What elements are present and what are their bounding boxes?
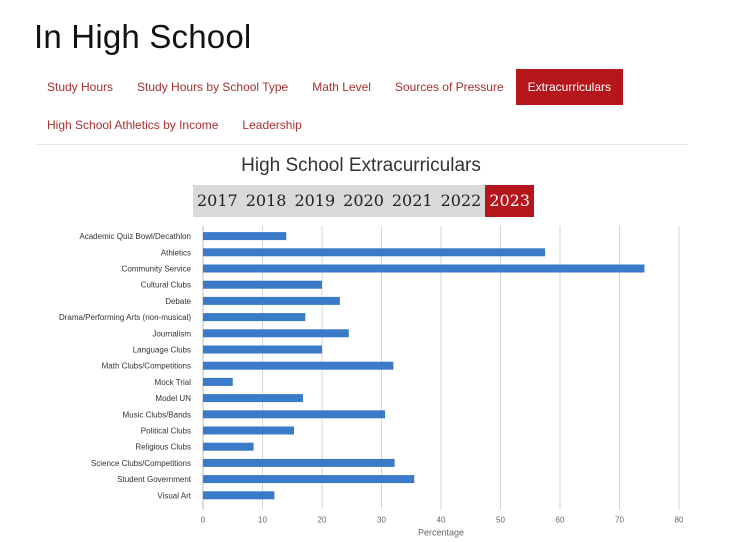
bar <box>203 442 254 451</box>
bar <box>203 361 394 370</box>
page-title: In High School <box>34 18 252 55</box>
tab-extracurriculars[interactable]: Extracurriculars <box>515 69 624 105</box>
bar <box>203 280 322 289</box>
bar-chart: 0 10 20 30 40 50 60 70 80 Academic Quiz Bowl/Deca… <box>59 226 684 537</box>
bar <box>203 248 546 257</box>
category-label: Community Service <box>122 265 192 274</box>
bar <box>203 232 287 241</box>
chart-title: High School Extracurriculars <box>241 155 481 176</box>
x-axis-title: Percentage <box>418 527 464 537</box>
bar <box>203 377 233 386</box>
x-tick-label: 40 <box>437 515 446 524</box>
year-selector: 2017 2018 2019 2020 2021 2022 2023 <box>193 185 535 217</box>
category-label: Model UN <box>155 394 191 403</box>
bar <box>203 426 295 435</box>
x-tick-label: 60 <box>556 515 565 524</box>
category-label: Journalism <box>152 329 191 338</box>
x-tick-label: 70 <box>615 515 624 524</box>
tab-row-2: High School Athletics by Income Leadersh… <box>35 107 685 143</box>
year-2022[interactable]: 2022 <box>440 191 482 210</box>
tab-bar: Study Hours Study Hours by School Type M… <box>35 69 685 143</box>
bar <box>203 345 322 354</box>
category-label: Drama/Performing Arts (non-musical) <box>59 313 191 322</box>
category-label: Music Clubs/Bands <box>123 410 191 419</box>
category-label: Student Government <box>117 475 192 484</box>
chart-panel: High School Extracurriculars 2017 2018 2… <box>35 146 687 542</box>
bar <box>203 394 303 403</box>
x-tick-label: 10 <box>258 515 267 524</box>
tab-study-hours[interactable]: Study Hours <box>47 80 114 94</box>
category-label: Debate <box>165 297 191 306</box>
bar <box>203 475 415 484</box>
category-label: Athletics <box>161 248 191 257</box>
year-2017[interactable]: 2017 <box>197 191 238 210</box>
x-tick-label: 30 <box>377 515 386 524</box>
category-label: Academic Quiz Bowl/Decathlon <box>79 232 191 241</box>
category-label: Math Clubs/Competitions <box>102 362 191 371</box>
bar <box>203 264 645 273</box>
category-label: Religious Clubs <box>135 443 191 452</box>
year-2023[interactable]: 2023 <box>485 185 535 217</box>
year-2020[interactable]: 2020 <box>343 191 384 210</box>
tab-sources-of-pressure[interactable]: Sources of Pressure <box>394 80 504 94</box>
year-2018[interactable]: 2018 <box>245 191 287 210</box>
x-tick-label: 50 <box>496 515 505 524</box>
category-label: Visual Art <box>157 491 191 500</box>
category-label: Political Clubs <box>141 427 191 436</box>
year-2019[interactable]: 2019 <box>294 191 336 210</box>
x-tick-label: 0 <box>201 515 206 524</box>
tab-high-school-athletics-by-income[interactable]: High School Athletics by Income <box>47 118 219 132</box>
category-label: Science Clubs/Competitions <box>91 459 191 468</box>
year-2021[interactable]: 2021 <box>391 191 433 210</box>
tab-row-1: Study Hours Study Hours by School Type M… <box>35 69 685 105</box>
category-label: Cultural Clubs <box>141 281 191 290</box>
tab-leadership[interactable]: Leadership <box>242 118 302 132</box>
bar <box>203 410 386 419</box>
category-label: Mock Trial <box>155 378 192 387</box>
bar <box>203 329 349 338</box>
divider <box>35 144 687 145</box>
category-label: Language Clubs <box>133 346 191 355</box>
tab-math-level[interactable]: Math Level <box>312 80 371 94</box>
bar <box>203 491 275 500</box>
bar <box>203 296 340 305</box>
bar <box>203 313 306 322</box>
x-tick-label: 20 <box>318 515 327 524</box>
bar <box>203 458 395 467</box>
x-tick-label: 80 <box>675 515 684 524</box>
tab-study-hours-by-school-type[interactable]: Study Hours by School Type <box>137 80 289 94</box>
